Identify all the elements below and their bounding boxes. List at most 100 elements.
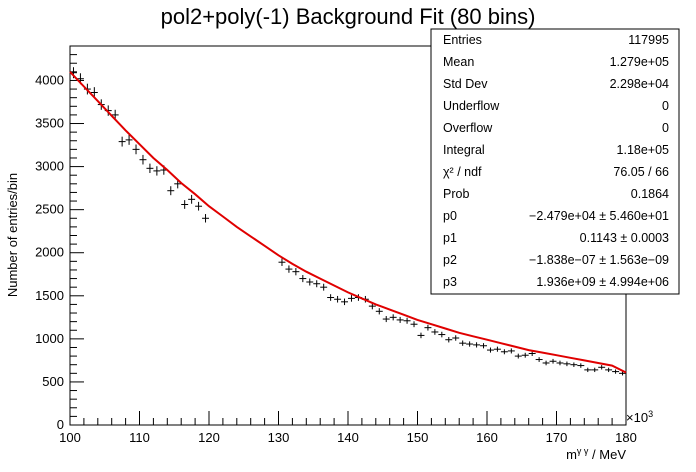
stats-row-label: χ² / ndf <box>443 165 482 179</box>
x-tick-label: 110 <box>129 430 150 445</box>
stats-row-value: 76.05 / 66 <box>613 165 669 179</box>
data-point <box>195 201 203 211</box>
data-point <box>292 268 300 276</box>
data-point <box>146 163 154 174</box>
x-tick-label: 180 <box>615 430 637 445</box>
data-point <box>584 367 592 373</box>
data-point <box>389 314 397 321</box>
data-point <box>403 317 411 324</box>
data-point <box>612 369 620 374</box>
data-point <box>619 371 626 376</box>
data-point <box>521 352 529 358</box>
data-point <box>417 332 425 339</box>
fit-curve <box>69 71 627 374</box>
data-point <box>320 283 328 291</box>
x-tick-label: 140 <box>337 430 359 445</box>
y-tick-label: 3000 <box>35 159 64 174</box>
x-axis-ticks <box>69 411 627 425</box>
stats-row-label: p1 <box>443 231 457 245</box>
stats-row-label: p3 <box>443 275 457 289</box>
data-point <box>577 363 585 368</box>
stats-row-value: −2.479e+04 ± 5.460e+01 <box>529 209 669 223</box>
y-tick-label: 3500 <box>35 116 64 131</box>
data-point <box>424 324 432 331</box>
x-axis-multiplier: ×103 <box>626 409 653 425</box>
data-point <box>368 302 376 310</box>
data-point <box>542 360 550 366</box>
data-point <box>139 154 147 165</box>
y-tick-label: 2000 <box>35 245 64 260</box>
x-tick-label: 130 <box>268 430 290 445</box>
data-point <box>605 367 613 373</box>
y-tick-label: 1500 <box>35 288 64 303</box>
stats-row-label: Prob <box>443 187 469 201</box>
y-tick-label: 2500 <box>35 202 64 217</box>
x-tick-label: 100 <box>59 430 81 445</box>
data-point <box>528 351 536 356</box>
data-point <box>188 194 196 204</box>
data-point <box>153 166 161 176</box>
stats-row-label: Entries <box>443 33 482 47</box>
stats-row-value: 0 <box>662 99 669 113</box>
stats-row-value: 1.279e+05 <box>610 55 669 69</box>
data-point <box>535 357 543 362</box>
data-point <box>313 280 321 288</box>
data-point <box>410 321 418 328</box>
stats-row-label: p0 <box>443 209 457 223</box>
stats-row-value: 1.936e+09 ± 4.994e+06 <box>536 275 669 289</box>
x-tick-label: 170 <box>546 430 568 445</box>
stats-row-label: Mean <box>443 55 474 69</box>
stats-row-label: Std Dev <box>443 77 488 91</box>
data-point <box>125 134 133 145</box>
data-point <box>556 360 564 366</box>
data-point <box>563 361 571 367</box>
y-tick-label: 1000 <box>35 331 64 346</box>
data-point <box>598 365 606 370</box>
stats-row-value: 0.1864 <box>631 187 669 201</box>
data-point <box>452 335 460 341</box>
data-point <box>514 353 522 359</box>
y-axis-ticks <box>70 45 84 426</box>
data-point <box>459 340 467 346</box>
stats-row-value: 0 <box>662 121 669 135</box>
data-point <box>445 337 453 343</box>
data-point <box>167 186 175 196</box>
data-point <box>348 295 355 302</box>
x-tick-label: 120 <box>198 430 220 445</box>
stats-row-label: p2 <box>443 253 457 267</box>
stats-row-value: 0.1143 ± 0.0003 <box>580 231 669 245</box>
stats-row-label: Underflow <box>443 99 500 113</box>
data-point <box>382 316 390 323</box>
stats-row-value: −1.838e−07 ± 1.563e−09 <box>529 253 669 267</box>
data-point <box>480 343 487 349</box>
data-point <box>278 258 286 266</box>
data-point <box>132 144 140 155</box>
stats-box: Entries 117995 Mean 1.279e+05 Std Dev 2.298e+… <box>430 28 680 295</box>
data-point <box>285 265 293 273</box>
x-tick-label: 160 <box>476 430 498 445</box>
data-point <box>500 349 508 355</box>
data-point <box>341 298 348 306</box>
data-point <box>299 275 307 283</box>
data-point <box>327 294 335 301</box>
y-axis-tick-labels: 0 500 1000 1500 2000 2500 3000 3500 4000 <box>35 72 64 432</box>
data-point <box>375 308 383 315</box>
data-point <box>306 278 314 286</box>
stats-row-value: 1.18e+05 <box>617 143 670 157</box>
data-point <box>431 329 439 335</box>
data-point <box>334 295 342 303</box>
data-point <box>473 342 481 348</box>
data-point <box>181 200 189 209</box>
data-point <box>396 316 404 323</box>
stats-row-label: Overflow <box>443 121 493 135</box>
y-tick-label: 0 <box>57 417 64 432</box>
chart-title: pol2+poly(-1) Background Fit (80 bins) <box>161 4 536 29</box>
stats-row-value: 2.298e+04 <box>610 77 669 91</box>
y-tick-label: 500 <box>42 374 64 389</box>
y-axis-label: Number of entries/bin <box>5 173 20 297</box>
data-point <box>570 362 578 367</box>
stats-box-border <box>430 28 680 295</box>
stats-rows: Entries 117995 Mean 1.279e+05 Std Dev 2.298e+… <box>443 33 669 289</box>
stats-row-value: 117995 <box>628 33 669 47</box>
